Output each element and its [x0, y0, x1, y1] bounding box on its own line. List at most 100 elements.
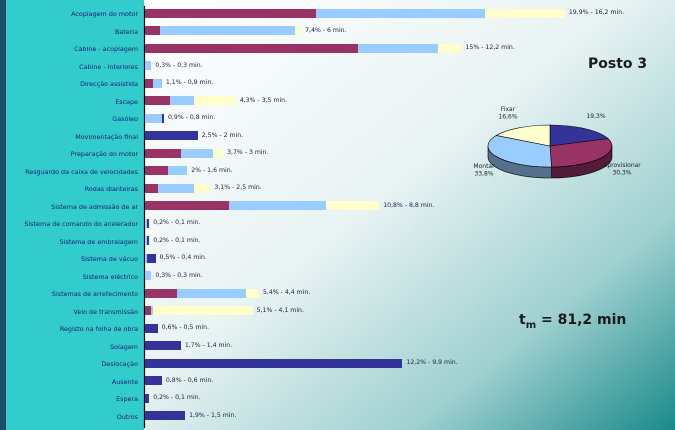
bar-segment-outros: [147, 253, 156, 263]
value-label: 5,1% - 4,1 min.: [256, 306, 304, 314]
value-label: 3,7% - 3 min.: [227, 149, 269, 156]
value-label: 19,9% - 16,2 min.: [568, 9, 625, 16]
bar-segment-fixar: [153, 306, 253, 315]
bar-segment-montar: [145, 271, 152, 280]
category-label: Outros: [116, 412, 138, 421]
category-label: Sistema de admissão de ar: [51, 202, 138, 211]
total-time-subscript: m: [525, 319, 537, 331]
category-label: Deslocação: [101, 360, 138, 368]
bar-segment-fixar: [246, 288, 259, 298]
category-label: Sistemas de arrefecimento: [51, 290, 138, 298]
value-label: 15% - 12,2 min.: [465, 44, 515, 51]
bar-segment-fixar: [294, 26, 302, 35]
value-label: 0,2% - 0,1 min.: [153, 394, 201, 401]
bar-segment-aprovisionar: [145, 8, 316, 18]
total-time-symbol: t: [519, 312, 526, 328]
bar-segment-aprovisionar: [145, 166, 169, 175]
bar-segment-montar: [315, 8, 485, 18]
value-label: 2% - 1,6 min.: [191, 166, 233, 174]
value-label: 7,4% - 6 min.: [305, 26, 347, 34]
bar-segment-fixar: [326, 201, 380, 210]
bar-segment-outros: [145, 393, 150, 403]
value-label: 0,2% - 0,1 min.: [153, 219, 201, 226]
value-label: 0,9% - 0,8 min.: [167, 114, 216, 121]
value-label: 1,1% - 0,9 min.: [165, 79, 214, 86]
value-label: 2,5% - 2 min.: [201, 131, 244, 139]
bar-segment-montar: [157, 183, 194, 193]
bar-segment-aprovisionar: [145, 201, 230, 210]
category-label: Solagem: [110, 342, 138, 351]
value-label: 0,8% - 0,6 min.: [165, 376, 214, 384]
total-time-label: tm = 81,2 min: [519, 312, 626, 331]
bar-segment-fixar: [193, 183, 211, 193]
bar-segment-aprovisionar: [145, 96, 171, 105]
bar-segment-outros: [161, 113, 164, 123]
bar-segment-montar: [229, 201, 327, 210]
bar-segment-aprovisionar: [145, 26, 160, 35]
bar-segment-aprovisionar: [145, 148, 181, 158]
bar-segment-outros: [145, 376, 162, 385]
bar-segment-montar: [145, 61, 152, 70]
value-label: 12,2% - 9,9 min.: [406, 359, 458, 366]
bar-segment-fixar: [484, 8, 565, 18]
category-label: Acoplagem do motor: [71, 10, 138, 18]
value-label: 0,5% - 0,4 min.: [159, 254, 207, 261]
bar-segment-aprovisionar: [145, 78, 154, 88]
bar-segment-montar: [180, 148, 213, 158]
value-label: 5,4% - 4,4 min.: [262, 289, 311, 296]
bar-segment-montar: [159, 26, 295, 35]
bar-segment-fixar: [193, 96, 236, 105]
category-label: Escape: [115, 97, 138, 106]
category-label: Sistema de comando do acelerador: [24, 220, 138, 228]
category-label: Cabine - interiores: [79, 62, 138, 71]
value-label: 3,1% - 2,5 min.: [214, 184, 262, 191]
category-label: Rodas dianteiras: [84, 185, 138, 193]
bar-segment-montar: [145, 113, 162, 123]
bar-segment-outros: [147, 218, 150, 228]
category-label: Cabine - acoplagem: [74, 45, 138, 53]
value-label: 4,3% - 3,5 min.: [239, 96, 288, 104]
bar-segment-outros: [145, 131, 198, 140]
bar-segment-montar: [176, 288, 247, 298]
category-label: Movimentação final: [75, 132, 138, 141]
category-label: Bateria: [114, 27, 138, 36]
bar-segment-aprovisionar: [145, 306, 152, 315]
category-label: Resguardo da caixa de velocidades: [25, 167, 138, 176]
bar-segment-fixar: [438, 43, 462, 53]
bar-segment-outros: [147, 236, 150, 245]
bar-segment-montar: [170, 96, 194, 105]
bar-segment-aprovisionar: [145, 183, 158, 193]
value-label: 1,9% - 1,5 min.: [189, 411, 237, 419]
bar-segment-montar: [358, 43, 439, 53]
bar-segment-fixar: [212, 148, 224, 158]
value-label: 0,3% - 0,3 min.: [155, 61, 203, 69]
bar-segment-montar: [145, 218, 148, 228]
category-label: Sistema eléctrico: [82, 272, 138, 281]
bar-segment-montar: [153, 78, 162, 88]
chart-title: Posto 3: [588, 56, 648, 72]
category-label: Direcção assistida: [80, 80, 138, 88]
bar-segment-aprovisionar: [145, 288, 177, 298]
value-label: 0,6% - 0,5 min.: [161, 324, 209, 331]
category-label: Sistema de embraiagem: [59, 237, 138, 246]
bar-segment-montar: [168, 166, 188, 175]
bar-segment-outros: [145, 411, 186, 420]
category-label: Veio de transmissão: [73, 307, 138, 316]
bar-segment-outros: [145, 323, 158, 333]
total-time-value: = 81,2 min: [541, 312, 627, 328]
value-label: 1,7% - 1,4 min.: [184, 341, 233, 349]
category-label: Ausente: [111, 377, 138, 386]
category-label: Preparação do motor: [70, 150, 138, 158]
bar-segment-montar: [145, 236, 148, 245]
category-label: Registo na folha de obra: [59, 325, 138, 333]
bar-segment-montar: [151, 306, 154, 315]
bar-segment-aprovisionar: [145, 43, 359, 53]
category-label: Espera: [116, 395, 138, 403]
value-label: 10,8% - 8,8 min.: [383, 201, 435, 209]
category-label: Gasóleo: [112, 115, 138, 123]
bar-segment-montar: [145, 253, 148, 263]
value-label: 0,2% - 0,1 min.: [153, 236, 201, 244]
bar-segment-outros: [145, 341, 181, 350]
